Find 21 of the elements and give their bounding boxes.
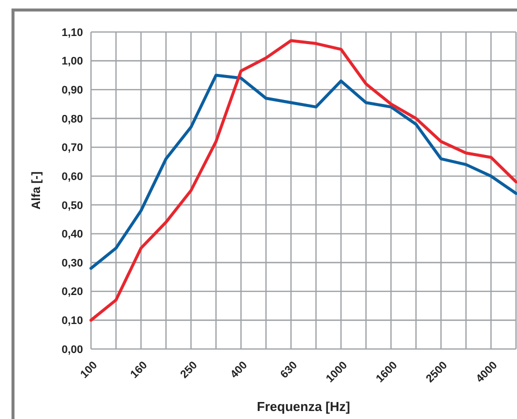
x-axis-title: Frequenza [Hz] [256,399,350,414]
y-tick-label: 0,00 [62,344,83,356]
y-tick-label: 0,50 [62,200,83,212]
line-series [90,39,517,322]
y-tick-label: 0,40 [62,228,83,241]
y-tick-label: 1,10 [62,26,83,39]
y-tick-label: 0,70 [62,142,83,154]
x-tick-label: 160 [128,359,150,381]
y-tick-label: 0,20 [62,286,83,298]
y-tick-label: 1,00 [62,56,83,68]
y-tick-label: 0,80 [62,113,83,126]
x-tick-label: 250 [178,359,200,381]
y-axis-title: Alfa [-] [29,172,43,210]
line-series [90,74,517,270]
x-tick-label: 630 [278,359,300,381]
x-tick-label: 100 [78,359,100,381]
y-tick-label: 0,60 [62,170,83,183]
x-tick-label: 400 [228,359,250,381]
y-tick-label: 0,10 [62,315,83,328]
y-tick-label: 0,90 [62,84,83,96]
y-tick-label: 0,30 [62,257,83,270]
